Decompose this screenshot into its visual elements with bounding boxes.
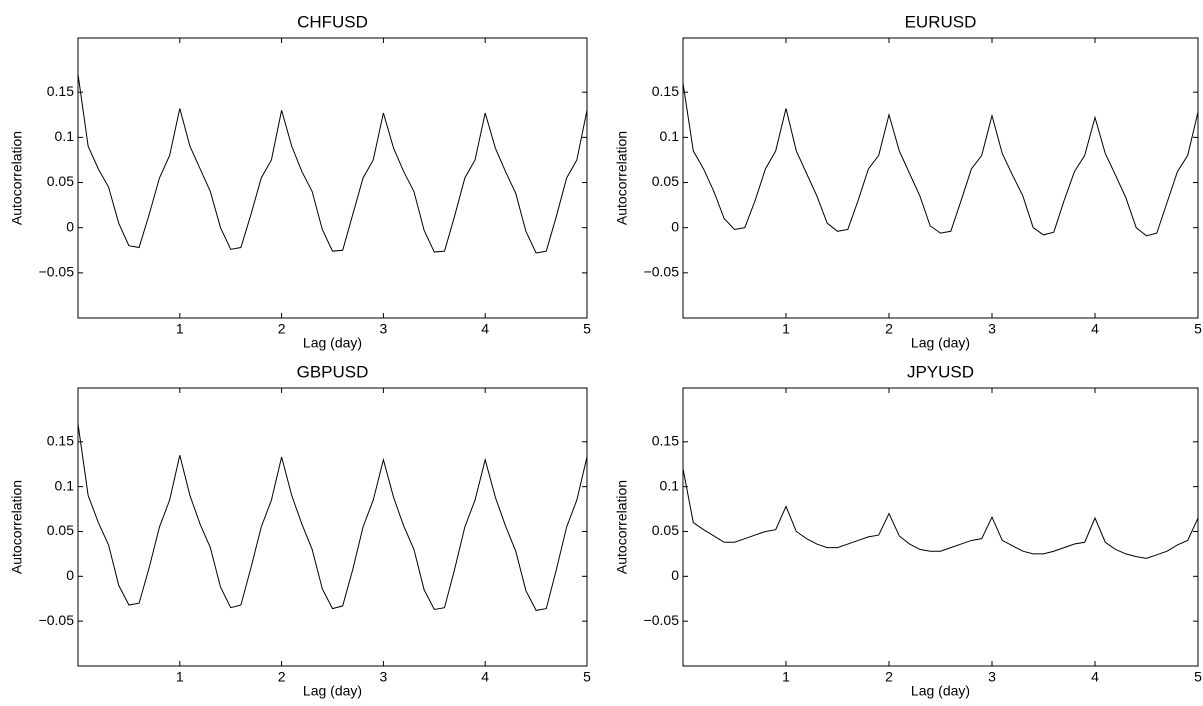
y-tick-label: 0.15	[652, 433, 679, 449]
x-tick-label: 3	[380, 669, 388, 685]
y-tick-label: 0.15	[47, 83, 74, 99]
chart-title: CHFUSD	[297, 12, 368, 31]
y-tick-label: 0.05	[652, 173, 679, 189]
series-line	[77, 423, 588, 611]
y-axis-label: Autocorrelation	[9, 131, 25, 225]
series-line	[682, 468, 1199, 559]
y-tick-label: −0.05	[39, 612, 75, 628]
x-tick-label: 1	[782, 669, 790, 685]
plot-area	[682, 387, 1199, 667]
y-axis-label: Autocorrelation	[614, 131, 630, 225]
x-tick-label: 2	[885, 321, 893, 337]
x-tick-label: 2	[885, 669, 893, 685]
y-tick-label: 0.05	[47, 522, 74, 538]
series-line	[77, 74, 588, 254]
x-tick-label: 2	[278, 669, 286, 685]
chart-title: EURUSD	[905, 12, 977, 31]
x-axis-label: Lag (day)	[911, 683, 970, 699]
y-axis-label: Autocorrelation	[9, 480, 25, 574]
y-tick-label: 0.1	[660, 477, 680, 493]
x-tick-label: 4	[1091, 321, 1099, 337]
chart-title: JPYUSD	[907, 362, 974, 381]
x-tick-label: 3	[988, 669, 996, 685]
y-tick-label: 0.1	[660, 128, 680, 144]
y-tick-label: 0.1	[55, 128, 75, 144]
y-tick-label: −0.05	[644, 612, 680, 628]
y-tick-label: 0	[671, 218, 679, 234]
y-tick-label: 0.05	[47, 173, 74, 189]
y-tick-label: 0.05	[652, 522, 679, 538]
x-tick-label: 3	[988, 321, 996, 337]
x-axis-label: Lag (day)	[911, 335, 970, 351]
y-tick-label: 0	[671, 567, 679, 583]
x-tick-label: 4	[481, 321, 489, 337]
x-tick-label: 5	[583, 321, 591, 337]
chart-title: GBPUSD	[297, 362, 369, 381]
y-axis-label: Autocorrelation	[614, 480, 630, 574]
x-tick-label: 1	[176, 669, 184, 685]
x-tick-label: 2	[278, 321, 286, 337]
x-tick-label: 4	[481, 669, 489, 685]
series-line	[682, 83, 1199, 237]
x-axis-label: Lag (day)	[303, 335, 362, 351]
plot-area	[77, 37, 588, 319]
x-tick-label: 5	[583, 669, 591, 685]
y-tick-label: −0.05	[39, 264, 75, 280]
y-tick-label: 0	[66, 567, 74, 583]
plot-area	[682, 37, 1199, 319]
y-tick-label: −0.05	[644, 264, 680, 280]
y-tick-label: 0	[66, 218, 74, 234]
x-tick-label: 1	[782, 321, 790, 337]
x-tick-label: 5	[1194, 669, 1202, 685]
y-tick-label: 0.15	[47, 433, 74, 449]
x-tick-label: 5	[1194, 321, 1202, 337]
plot-area	[77, 387, 588, 667]
x-axis-label: Lag (day)	[303, 683, 362, 699]
x-tick-label: 1	[176, 321, 184, 337]
x-tick-label: 4	[1091, 669, 1099, 685]
y-tick-label: 0.1	[55, 477, 75, 493]
y-tick-label: 0.15	[652, 83, 679, 99]
x-tick-label: 3	[380, 321, 388, 337]
